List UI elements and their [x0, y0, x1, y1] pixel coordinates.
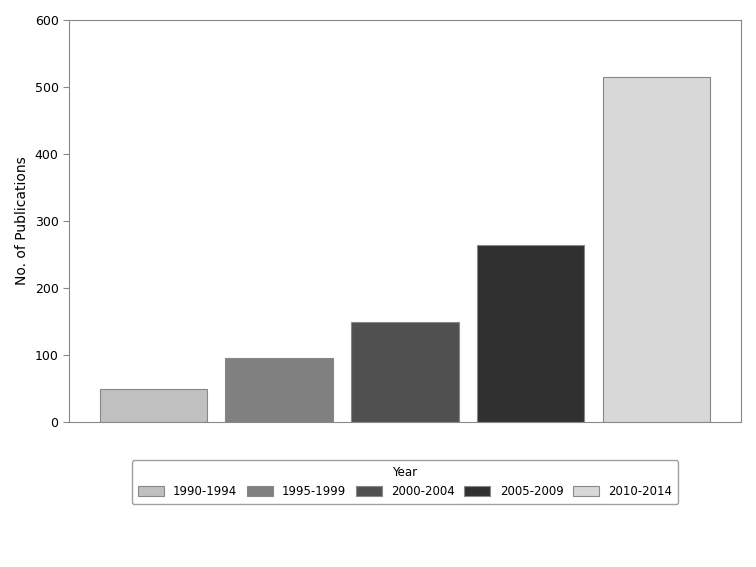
- Bar: [100, 388, 206, 422]
- Bar: [225, 358, 333, 422]
- Bar: [478, 244, 584, 422]
- Bar: [603, 77, 711, 422]
- Y-axis label: No. of Publications: No. of Publications: [15, 156, 29, 285]
- Legend: 1990-1994, 1995-1999, 2000-2004, 2005-2009, 2010-2014: 1990-1994, 1995-1999, 2000-2004, 2005-20…: [132, 460, 678, 504]
- Bar: [352, 321, 459, 422]
